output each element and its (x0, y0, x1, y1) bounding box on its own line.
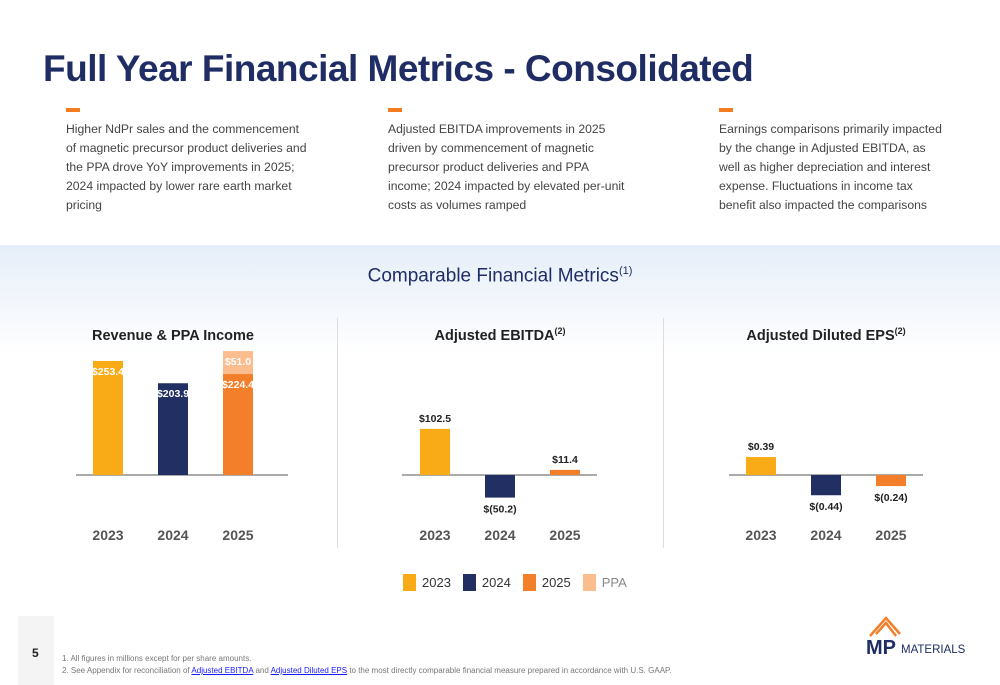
background-band (0, 245, 1000, 355)
x-tick-label: 2025 (222, 527, 253, 543)
bar-2024 (485, 475, 515, 498)
bar-2023 (420, 428, 450, 475)
mp-materials-logo: MP MATERIALS (866, 614, 978, 661)
legend-swatch (582, 574, 596, 591)
bar-2025 (876, 475, 906, 487)
data-label: $(50.2) (483, 504, 516, 516)
chart-title-text: Revenue & PPA Income (92, 327, 254, 344)
legend: 2023 2024 2025 PPA (403, 574, 639, 591)
footnote-1: 1. All figures in millions except for pe… (62, 654, 252, 663)
bullet-column-2: Adjusted EBITDA improvements in 2025 dri… (388, 108, 633, 215)
data-label: $(0.44) (809, 501, 842, 513)
accent-dash (719, 108, 733, 112)
adjusted-diluted-eps-link[interactable]: Adjusted Diluted EPS (270, 666, 348, 675)
chart-title-sup: (2) (554, 326, 566, 336)
chart-title-sup: (2) (894, 326, 906, 336)
legend-item-ppa: PPA (582, 574, 627, 591)
bullet-text: Earnings comparisons primarily impacted … (719, 122, 942, 212)
accent-dash (388, 108, 402, 112)
bar-2025 (550, 469, 580, 475)
bar-2025 (223, 374, 253, 475)
x-tick-label: 2025 (875, 527, 906, 543)
data-label: $203.9 (157, 388, 189, 400)
legend-swatch (522, 574, 536, 591)
data-label: $102.5 (419, 413, 451, 425)
svg-text:MP: MP (866, 637, 896, 656)
section-title-text: Comparable Financial Metrics (367, 265, 619, 287)
data-label: $51.0 (225, 356, 251, 368)
bar-2025-ppa (223, 351, 253, 375)
page-number: 5 (18, 616, 54, 685)
legend-label: 2024 (481, 575, 511, 590)
bullet-text: Adjusted EBITDA improvements in 2025 dri… (388, 122, 625, 212)
svg-text:MATERIALS: MATERIALS (901, 644, 966, 656)
adjusted-ebitda-link[interactable]: Adjusted EBITDA (191, 666, 254, 675)
bar-2024 (811, 475, 841, 496)
data-label: $253.4 (92, 366, 124, 378)
page-title: Full Year Financial Metrics - Consolidat… (43, 48, 754, 89)
data-label: $(0.24) (874, 492, 907, 504)
x-tick-label: 2024 (810, 527, 841, 543)
section-title-footnote: (1) (618, 265, 633, 277)
footnote-text: and (253, 666, 271, 675)
legend-item-2024: 2024 (462, 574, 511, 591)
bar-2024 (158, 383, 188, 475)
logo-mark-icon: MP MATERIALS (866, 616, 966, 659)
data-label: $0.39 (748, 441, 774, 453)
chart-title-revenue: Revenue & PPA Income (58, 326, 288, 344)
accent-dash (66, 108, 80, 112)
legend-swatch (462, 574, 476, 591)
legend-label: PPA (601, 575, 627, 590)
bar-2023 (746, 457, 776, 475)
x-tick-label: 2023 (419, 527, 450, 543)
bullet-text: Higher NdPr sales and the commencement o… (66, 122, 307, 212)
footnote-text: to the most directly comparable financia… (347, 666, 672, 675)
bar-2023 (93, 360, 123, 475)
legend-item-2023: 2023 (403, 574, 451, 591)
x-tick-label: 2023 (92, 527, 123, 543)
x-tick-label: 2024 (484, 527, 515, 543)
data-label: $224.4 (222, 379, 254, 391)
legend-item-2025: 2025 (522, 574, 571, 591)
footnote-text: 2. See Appendix for reconciliation of (62, 666, 192, 675)
divider (337, 318, 338, 548)
chart-title-text: Adjusted EBITDA (434, 327, 555, 344)
footnote-2: 2. See Appendix for reconciliation of Ad… (62, 666, 672, 675)
bullet-column-3: Earnings comparisons primarily impacted … (719, 108, 944, 215)
chart-title-eps: Adjusted Diluted EPS(2) (711, 326, 941, 344)
data-label: $11.4 (552, 454, 578, 466)
divider (663, 318, 664, 548)
legend-swatch (403, 574, 416, 591)
section-title: Comparable Financial Metrics(1) (0, 265, 1000, 287)
x-tick-label: 2023 (745, 527, 776, 543)
chart-title-ebitda: Adjusted EBITDA(2) (385, 326, 615, 344)
bullet-column-1: Higher NdPr sales and the commencement o… (66, 108, 311, 215)
x-tick-label: 2024 (157, 527, 188, 543)
legend-label: 2025 (541, 575, 571, 590)
chart-title-text: Adjusted Diluted EPS (746, 327, 895, 344)
x-tick-label: 2025 (549, 527, 580, 543)
legend-label: 2023 (422, 575, 451, 590)
